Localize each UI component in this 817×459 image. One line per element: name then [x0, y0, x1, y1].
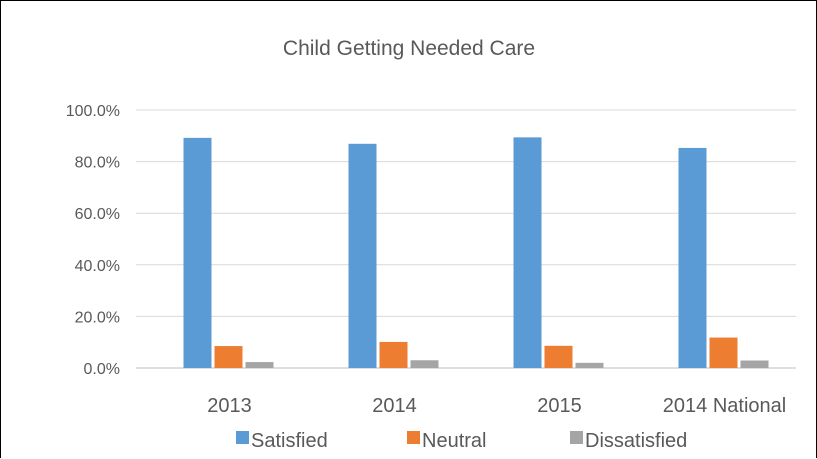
- bar-satisfied-2: [513, 137, 542, 368]
- bar-satisfied-3: [678, 147, 707, 368]
- y-tick-label: 40.0%: [75, 258, 120, 275]
- bar-neutral-0: [214, 346, 243, 368]
- bar-satisfied-0: [183, 137, 212, 368]
- x-category-label: 2014 National: [663, 395, 786, 417]
- y-tick-label: 20.0%: [75, 309, 120, 326]
- bar-dissatisfied-2: [575, 362, 604, 368]
- bar-satisfied-1: [348, 143, 377, 368]
- y-tick-label: 80.0%: [75, 155, 120, 172]
- y-tick-label: 100.0%: [66, 103, 120, 120]
- legend-swatch: [236, 431, 249, 444]
- legend-swatch: [570, 431, 583, 444]
- legend-swatch: [407, 431, 420, 444]
- bar-dissatisfied-1: [410, 360, 439, 368]
- legend-label: Satisfied: [251, 430, 328, 452]
- bar-dissatisfied-3: [740, 360, 769, 368]
- bar-neutral-1: [379, 341, 408, 368]
- legend-label: Neutral: [422, 430, 486, 452]
- x-category-label: 2013: [207, 395, 252, 417]
- bar-neutral-3: [709, 337, 738, 368]
- x-axis-category-labels: 2013 2014 2015 2014 National: [207, 395, 786, 417]
- legend-label: Dissatisfied: [585, 430, 687, 452]
- chart-title: Child Getting Needed Care: [283, 37, 535, 60]
- bar-dissatisfied-0: [245, 362, 274, 368]
- legend: Satisfied Neutral Dissatisfied: [236, 430, 687, 452]
- bar-neutral-2: [544, 345, 573, 368]
- y-tick-label: 0.0%: [84, 361, 120, 378]
- y-tick-label: 60.0%: [75, 206, 120, 223]
- x-category-label: 2015: [537, 395, 582, 417]
- y-axis-tick-labels: 0.0% 20.0% 40.0% 60.0% 80.0% 100.0%: [66, 103, 120, 378]
- bar-marks: [183, 137, 769, 368]
- x-category-label: 2014: [372, 395, 417, 417]
